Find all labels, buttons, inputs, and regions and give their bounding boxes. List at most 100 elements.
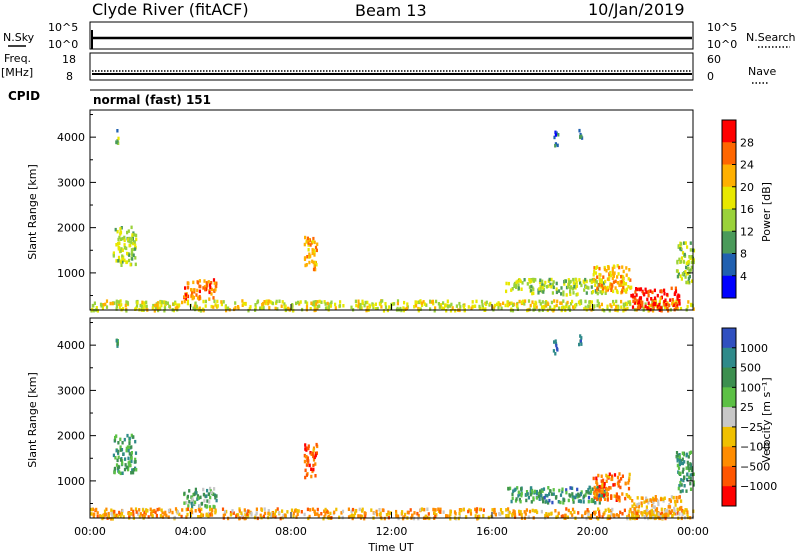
velocity-echo-cell [665,511,668,515]
power-echo-cell [291,306,294,310]
velocity-echo-cell [508,510,511,515]
power-echo-cell [683,241,686,245]
power-echo-cell [592,273,595,277]
velocity-echo-cell [312,446,316,450]
velocity-echo-cell [322,516,325,521]
power-echo-cell [528,307,531,312]
velocity-ytick-label: 2000 [57,430,85,443]
velocity-echo-cell [677,453,680,458]
velocity-echo-cell [117,455,120,460]
velocity-echo-cell [202,487,205,492]
power-echo-cell [198,279,201,283]
power-echo-cell [685,265,688,270]
nsearch-tick-top: 10^5 [707,21,737,34]
power-echo-cell [423,302,426,306]
velocity-echo-cell [196,494,199,498]
power-echo-cell [575,302,578,307]
velocity-echo-cell [519,510,522,514]
power-echo-cell [105,305,109,309]
power-echo-cell [379,300,382,305]
power-echo-cell [627,300,630,304]
velocity-echo-cell [207,492,210,497]
power-echo-cell [598,272,601,277]
power-echo-cell [514,283,518,287]
velocity-echo-cell [207,514,210,518]
power-echo-cell [638,287,642,292]
velocity-echo-cell [679,471,682,476]
velocity-echo-cell [250,511,253,516]
power-echo-cell [130,237,133,241]
velocity-echo-cell [643,500,646,504]
power-echo-cell [650,297,653,301]
velocity-echo-cell [128,452,131,456]
velocity-echo-cell [186,512,189,517]
velocity-echo-cell [482,508,485,512]
power-echo-cell [197,281,200,285]
power-echo-cell [125,246,128,251]
power-echo-cell [593,266,596,270]
velocity-echo-cell [518,509,521,514]
velocity-echo-cell [162,515,165,519]
velocity-echo-cell [126,433,129,438]
power-echo-cell [313,250,316,254]
velocity-echo-cell [615,492,618,496]
velocity-echo-cell [683,460,686,464]
power-echo-cell [678,245,682,249]
power-echo-cell [196,288,199,293]
velocity-echo-cell [194,500,197,504]
power-echo-cell [135,304,139,308]
power-echo-cell [118,235,121,240]
power-echo-cell [685,280,688,285]
power-echo-cell [439,303,443,307]
velocity-echo-cell [167,508,171,513]
power-echo-cell [315,302,318,306]
power-echo-cell [653,296,657,300]
velocity-echo-cell [676,459,679,463]
power-echo-cell [679,247,682,251]
velocity-echo-cell [478,507,481,512]
velocity-echo-cell [650,499,653,503]
velocity-echo-cell [311,507,315,511]
velocity-echo-cell [631,499,634,503]
power-echo-cell [596,275,599,279]
power-echo-cell [639,299,643,304]
power-echo-cell [537,291,540,295]
power-echo-cell [511,308,515,313]
velocity-echo-cell [678,455,681,459]
velocity-echo-cell [676,511,679,515]
power-echo-cell [578,278,581,282]
power-echo-cell [579,281,582,285]
power-echo-cell [262,301,265,306]
power-echo-cell [647,293,650,298]
velocity-echo-cell [564,513,567,518]
velocity-echo-cell [312,448,315,452]
velocity-echo-cell [596,491,599,495]
cpid-value: normal (fast) 151 [93,93,211,107]
velocity-echo-cell [602,484,605,489]
power-echo-cell [674,289,678,293]
power-echo-cell [449,304,452,308]
power-echo-cell [541,285,544,290]
power-echo-cell [471,305,474,309]
velocity-echo-cell [312,467,315,472]
velocity-echo-cell [379,515,382,519]
velocity-echo-cell [615,513,618,517]
power-echo-cell [311,239,314,244]
power-echo-cell [573,285,576,289]
power-echo-cell [558,306,561,310]
velocity-echo-cell [469,509,472,513]
power-echo-cell [621,290,624,294]
velocity-echo-cell [335,507,338,512]
power-echo-cell [311,251,314,256]
power-echoes [90,128,696,313]
velocity-echo-cell [565,488,568,492]
power-echo-cell [528,285,531,289]
power-echo-cell [677,293,680,297]
velocity-echo-cell [311,451,314,455]
velocity-echo-cell [315,442,318,447]
power-echo-cell [541,279,544,284]
velocity-echo-cell [584,493,587,497]
power-echo-cell [628,302,632,306]
velocity-echo-cell [598,484,601,489]
